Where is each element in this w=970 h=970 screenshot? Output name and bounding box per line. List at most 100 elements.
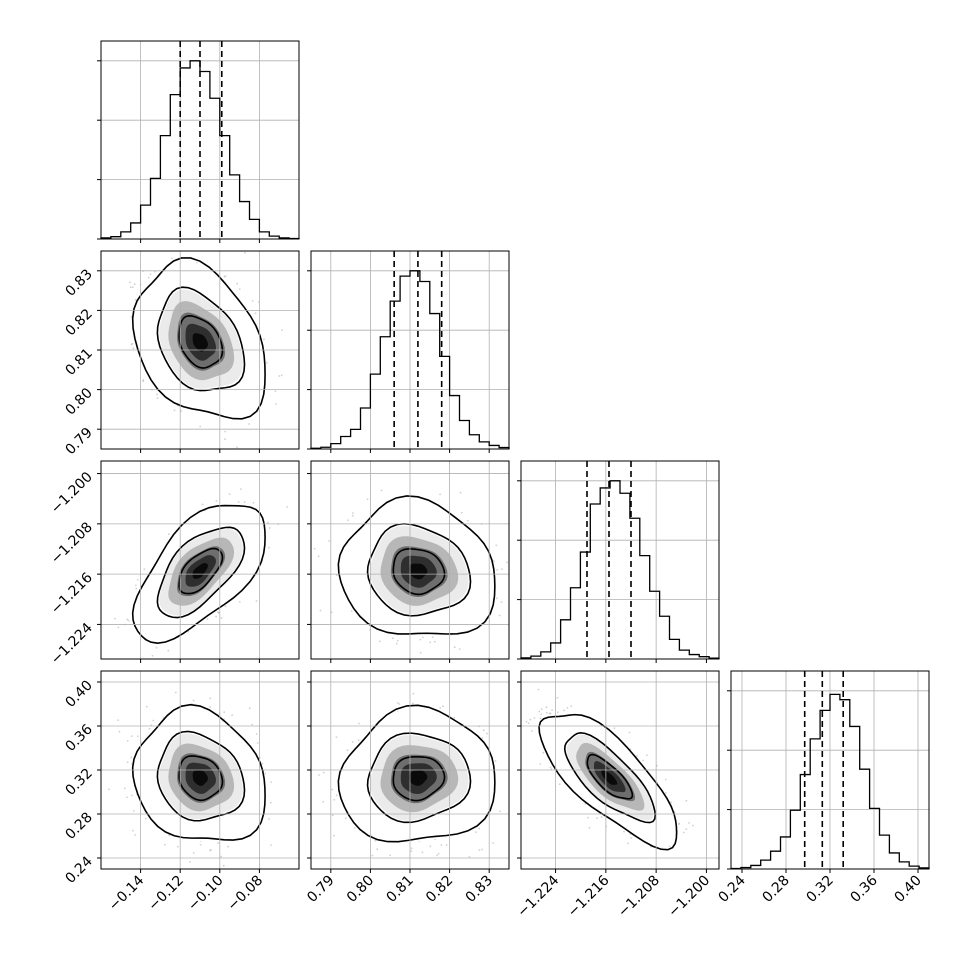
scatter-point <box>533 717 536 719</box>
scatter-point <box>261 762 264 765</box>
x-tick-label: 0.80 <box>344 873 377 906</box>
scatter-point <box>236 282 239 285</box>
scatter-point <box>313 547 316 550</box>
scatter-point <box>596 817 598 820</box>
scatter-point <box>224 438 226 441</box>
scatter-point <box>145 705 148 708</box>
scatter-point <box>437 852 440 855</box>
scatter-point <box>486 732 488 735</box>
scatter-point <box>189 861 192 863</box>
scatter-point <box>475 831 477 833</box>
scatter-point <box>210 849 212 851</box>
x-tick-label: −0.10 <box>185 873 227 915</box>
scatter-point <box>458 648 461 650</box>
scatter-point <box>238 601 241 603</box>
scatter-point <box>344 817 347 820</box>
scatter-point <box>333 798 336 801</box>
scatter-point <box>322 800 325 803</box>
scatter-point <box>130 343 133 346</box>
scatter-point <box>220 855 223 858</box>
scatter-point <box>270 781 273 783</box>
scatter-point <box>496 569 499 571</box>
scatter-point <box>209 706 212 708</box>
scatter-point <box>636 755 638 757</box>
scatter-point <box>270 801 272 804</box>
scatter-point <box>164 843 166 846</box>
scatter-point <box>358 722 360 725</box>
x-tick-label: 0.82 <box>423 873 456 906</box>
scatter-point <box>429 845 432 848</box>
panel-frame <box>520 460 720 660</box>
scatter-point <box>144 817 147 820</box>
scatter-point <box>114 617 116 620</box>
scatter-point <box>170 257 173 260</box>
scatter-point <box>254 312 257 315</box>
density-panel <box>114 488 289 657</box>
scatter-point <box>482 729 485 732</box>
scatter-point <box>380 489 383 492</box>
scatter-point <box>132 810 135 812</box>
y-tick-label: −1.208 <box>48 519 96 567</box>
scatter-point <box>223 711 226 713</box>
y-tick-label: 0.81 <box>62 346 95 379</box>
scatter-point <box>274 390 277 393</box>
scatter-point <box>498 614 501 617</box>
scatter-point <box>135 587 138 590</box>
scatter-point <box>495 597 498 600</box>
scatter-point <box>335 736 338 739</box>
scatter-point <box>231 714 234 717</box>
y-tick-label: 0.32 <box>62 766 95 799</box>
scatter-point <box>134 299 137 301</box>
scatter-point <box>453 646 456 649</box>
scatter-point <box>224 430 227 433</box>
scatter-point <box>149 273 152 276</box>
x-tick-label: −0.14 <box>106 872 148 914</box>
scatter-point <box>220 617 223 619</box>
scatter-point <box>255 733 258 735</box>
scatter-point <box>506 561 508 564</box>
scatter-point <box>123 787 126 790</box>
scatter-point <box>478 849 481 851</box>
y-tick-label: −1.216 <box>48 570 96 618</box>
scatter-point <box>439 493 441 496</box>
contour-line <box>131 257 266 420</box>
scatter-point <box>347 519 349 521</box>
scatter-point <box>352 512 354 514</box>
scatter-point <box>192 699 195 702</box>
scatter-point <box>412 702 414 705</box>
histogram-step <box>520 480 720 659</box>
scatter-point <box>670 801 672 804</box>
scatter-point <box>467 519 469 522</box>
scatter-point <box>396 639 399 642</box>
scatter-point <box>646 754 648 757</box>
scatter-point <box>224 275 227 277</box>
scatter-point <box>419 651 422 654</box>
scatter-point <box>280 374 283 377</box>
scatter-point <box>378 640 381 643</box>
scatter-point <box>460 511 463 514</box>
scatter-point <box>228 493 231 495</box>
scatter-point <box>167 649 170 652</box>
scatter-point <box>318 774 320 776</box>
scatter-point <box>433 640 436 643</box>
scatter-point <box>217 611 220 614</box>
scatter-point <box>156 393 159 396</box>
scatter-point <box>440 844 443 846</box>
scatter-point <box>243 501 246 503</box>
scatter-point <box>215 615 218 618</box>
scatter-point <box>167 533 170 536</box>
scatter-point <box>499 810 502 813</box>
scatter-point <box>500 601 503 603</box>
scatter-point <box>268 546 270 549</box>
scatter-point <box>251 723 254 726</box>
scatter-point <box>223 275 226 278</box>
scatter-point <box>224 605 227 608</box>
y-tick-label: 0.79 <box>62 425 95 458</box>
scatter-point <box>126 618 129 621</box>
scatter-point <box>264 772 267 775</box>
scatter-point <box>217 842 220 844</box>
scatter-point <box>255 600 258 602</box>
scatter-point <box>392 637 394 640</box>
scatter-point <box>237 501 240 503</box>
